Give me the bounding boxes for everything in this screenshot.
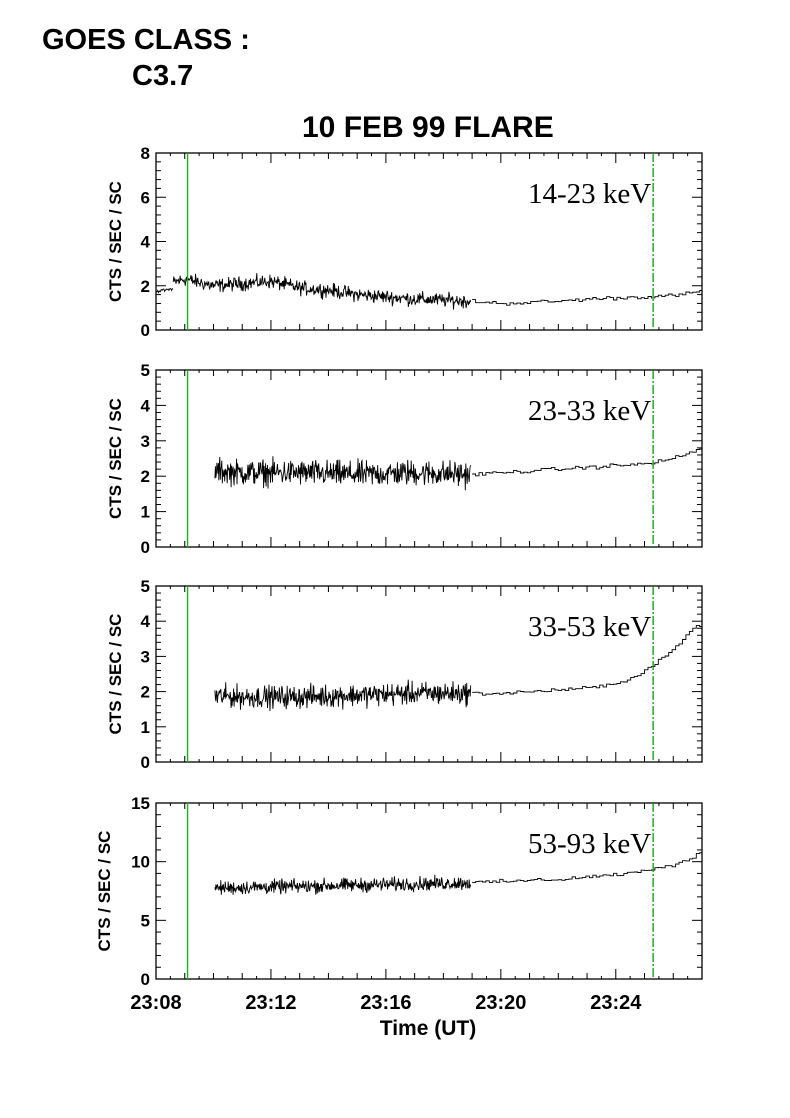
goes-class-value: C3.7 <box>132 60 194 92</box>
y-tick-label: 3 <box>141 432 150 451</box>
x-tick-label: 23:16 <box>360 992 411 1014</box>
y-tick-label: 2 <box>141 467 150 486</box>
y-tick-label: 2 <box>141 277 150 296</box>
x-tick-label: 23:12 <box>245 992 296 1014</box>
y-tick-label: 4 <box>141 233 151 252</box>
y-tick-label: 0 <box>141 538 150 557</box>
noisy-lightcurve-4 <box>214 874 472 896</box>
y-tick-label: 5 <box>141 361 150 380</box>
energy-band-label: 33-53 keV <box>528 611 651 643</box>
y-tick-label: 5 <box>141 911 150 930</box>
y-tick-label: 4 <box>141 396 151 415</box>
y-tick-label: 1 <box>141 503 150 522</box>
y-axis-label: CTS / SEC / SC <box>106 181 125 302</box>
energy-band-label: 14-23 keV <box>528 178 651 210</box>
step-lightcurve-1 <box>472 290 702 306</box>
y-tick-label: 3 <box>141 647 150 666</box>
y-tick-label: 4 <box>141 612 151 631</box>
y-tick-label: 1 <box>141 718 150 737</box>
y-axis-label: CTS / SEC / SC <box>95 831 114 952</box>
y-tick-label: 6 <box>141 188 150 207</box>
preflare-lightcurve <box>155 287 174 294</box>
goes-class-label: GOES CLASS : C3.7 <box>42 22 250 94</box>
y-axis-label: CTS / SEC / SC <box>106 398 125 519</box>
x-axis-label: Time (UT) <box>380 1017 476 1040</box>
step-lightcurve-3 <box>472 624 702 696</box>
energy-band-label: 53-93 keV <box>528 828 651 860</box>
y-tick-label: 8 <box>141 144 150 163</box>
step-lightcurve-2 <box>472 448 702 477</box>
noisy-lightcurve-3 <box>214 679 472 712</box>
y-tick-label: 15 <box>131 794 150 813</box>
y-axis-label: CTS / SEC / SC <box>106 614 125 735</box>
x-tick-label: 23:20 <box>475 992 526 1014</box>
energy-band-label: 23-33 keV <box>528 395 651 427</box>
y-tick-label: 10 <box>131 853 150 872</box>
x-tick-label: 23:08 <box>130 992 181 1014</box>
step-lightcurve-4 <box>472 852 702 884</box>
noisy-lightcurve-1 <box>172 273 472 310</box>
x-tick-label: 23:24 <box>590 992 642 1014</box>
y-tick-label: 0 <box>141 970 150 989</box>
y-tick-label: 0 <box>141 753 150 772</box>
goes-class-heading: GOES CLASS : <box>42 24 250 56</box>
chart-title: 10 FEB 99 FLARE <box>302 111 554 144</box>
y-tick-label: 5 <box>141 577 150 596</box>
y-tick-label: 0 <box>141 321 150 340</box>
y-tick-label: 2 <box>141 683 150 702</box>
noisy-lightcurve-2 <box>214 456 472 491</box>
